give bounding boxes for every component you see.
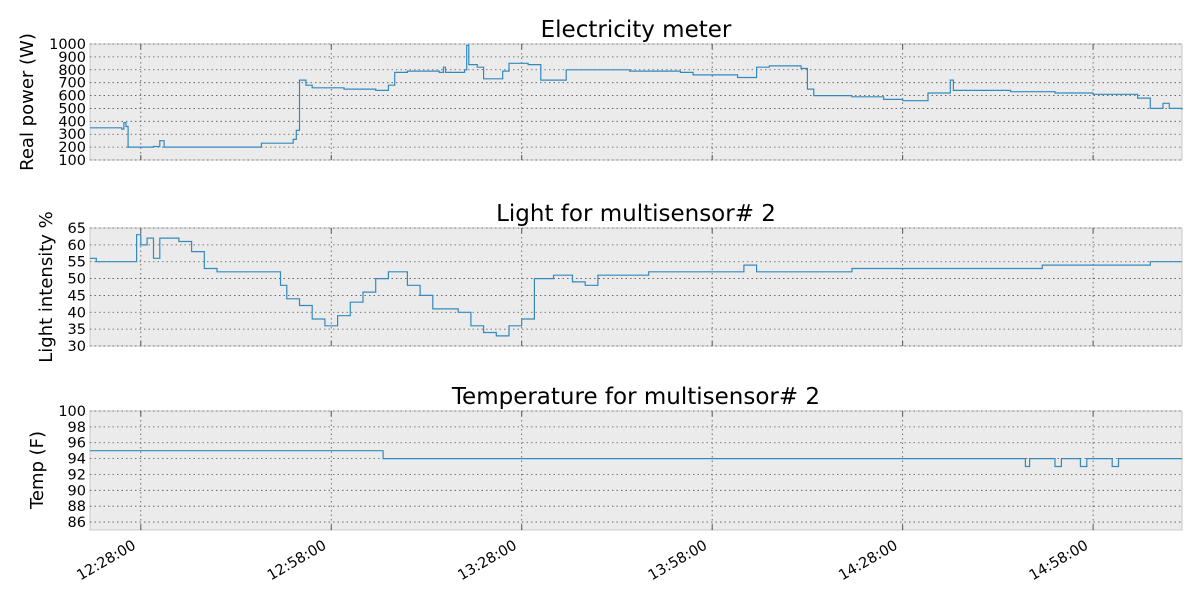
y-tick-label: 500 xyxy=(58,101,86,117)
y-tick-label: 55 xyxy=(68,255,86,271)
y-tick-label: 50 xyxy=(68,272,86,288)
y-tick-label: 30 xyxy=(68,339,86,355)
panel-temperature: Temperature for multisensor# 2 Temp (F) … xyxy=(27,384,1183,531)
series-line-electricity xyxy=(90,44,1183,148)
series-line-light xyxy=(90,234,1182,337)
title-light: Light for multisensor# 2 xyxy=(496,201,776,227)
y-tick-label: 300 xyxy=(58,127,86,143)
plot-area-temperature xyxy=(89,410,1183,531)
y-tick-label: 60 xyxy=(68,238,86,254)
title-electricity: Electricity meter xyxy=(541,17,732,43)
panel-light: Light for multisensor# 2 Light intensity… xyxy=(36,201,1183,363)
y-tick-label: 88 xyxy=(68,499,86,515)
y-tick-label: 45 xyxy=(68,288,86,304)
x-tick-label: 13:28:00 xyxy=(455,538,519,584)
title-temperature: Temperature for multisensor# 2 xyxy=(451,384,820,410)
x-tick-label: 12:28:00 xyxy=(74,538,138,584)
plot-area-light xyxy=(89,227,1183,347)
y-tick-label: 200 xyxy=(58,140,86,156)
x-tick-label: 14:58:00 xyxy=(1027,538,1091,584)
y-tick-label: 65 xyxy=(68,221,86,237)
y-tick-label: 90 xyxy=(68,483,86,499)
y-tick-label: 100 xyxy=(58,404,86,420)
y-tick-label: 700 xyxy=(58,76,86,92)
y-tick-label: 900 xyxy=(58,50,86,66)
plot-area-electricity xyxy=(89,43,1183,161)
panel-electricity: Electricity meter Real power (W) 1002003… xyxy=(17,17,1183,171)
grid-light xyxy=(90,227,1182,347)
y-tick-label: 400 xyxy=(58,114,86,130)
y-tick-label: 98 xyxy=(68,420,86,436)
y-tick-label: 96 xyxy=(68,436,86,452)
x-axis-ticks: 12:28:00 12:58:00 13:28:00 13:58:00 14:28:00… xyxy=(74,538,1091,584)
y-tick-label: 1000 xyxy=(49,37,86,53)
y-tick-label: 100 xyxy=(58,153,86,169)
x-tick-label: 12:58:00 xyxy=(265,538,329,584)
x-tick-label: 13:58:00 xyxy=(646,538,710,584)
ylabel-electricity: Real power (W) xyxy=(17,33,38,171)
grid-temperature xyxy=(90,410,1182,530)
y-tick-label: 35 xyxy=(68,322,86,338)
y-tick-label: 800 xyxy=(58,63,86,79)
ylabel-light: Light intensity % xyxy=(36,211,57,363)
x-tick-label: 14:28:00 xyxy=(836,538,900,584)
grid-electricity xyxy=(90,43,1182,161)
y-tick-label: 92 xyxy=(68,467,86,483)
y-tick-label: 86 xyxy=(68,515,86,531)
y-tick-label: 40 xyxy=(68,305,86,321)
series-line-temperature xyxy=(90,450,1182,468)
y-tick-label: 600 xyxy=(58,89,86,105)
y-tick-label: 94 xyxy=(68,452,86,468)
ylabel-temperature: Temp (F) xyxy=(27,431,48,510)
